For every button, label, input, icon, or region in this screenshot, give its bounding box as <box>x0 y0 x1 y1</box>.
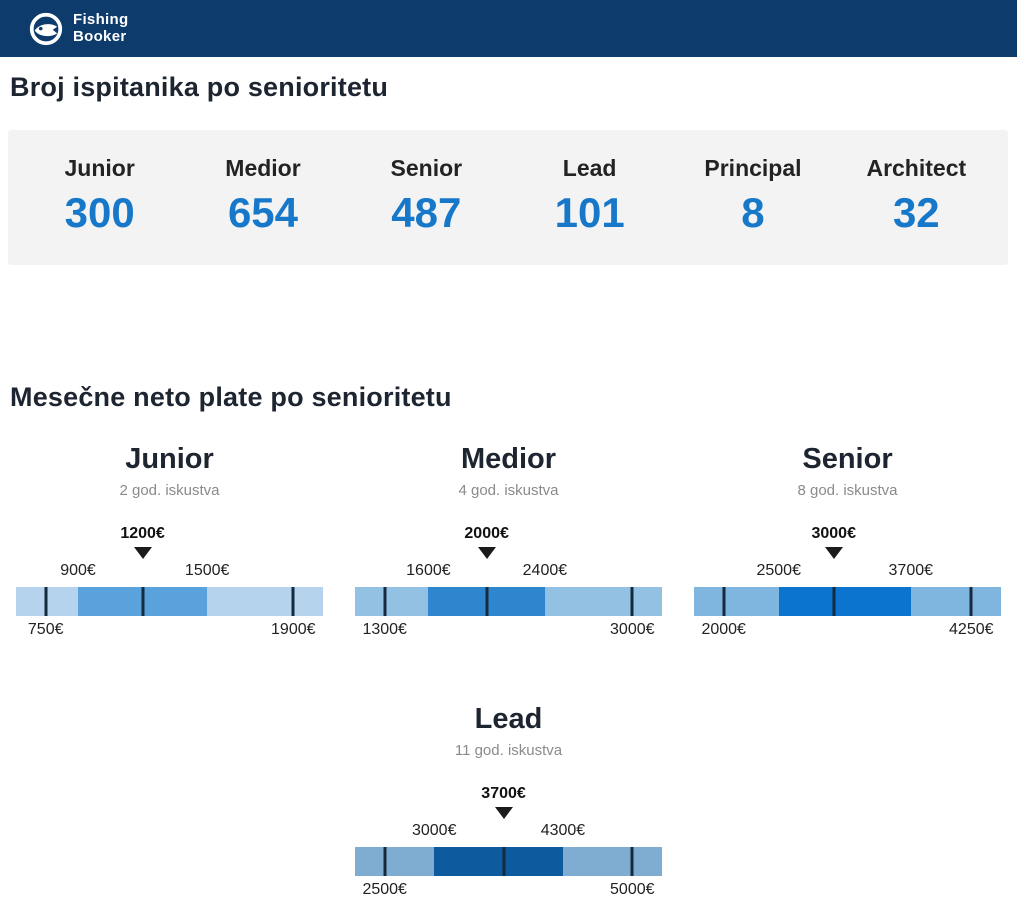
salary-range-plot: 3000€ 2500€ 3700€ 2000€ 4250€ <box>694 525 1001 643</box>
interquartile-segment <box>778 587 911 616</box>
band-segment-right <box>207 587 323 616</box>
median-tick <box>502 847 506 876</box>
min-tick <box>383 587 387 616</box>
min-tick <box>722 587 726 616</box>
min-value-label: 750€ <box>27 621 64 638</box>
stat-label: Principal <box>704 155 802 181</box>
median-arrow-icon <box>494 807 513 819</box>
brand-line-2: Booker <box>73 27 127 45</box>
chart-title: Lead <box>474 703 543 735</box>
salary-range-plot: 3700€ 3000€ 4300€ 2500€ 5000€ <box>355 785 662 903</box>
max-tick <box>630 587 634 616</box>
q3-value-label: 3700€ <box>888 562 934 579</box>
stat-tile-architect: Architect 32 <box>835 155 998 237</box>
median-arrow-icon <box>824 547 843 559</box>
respondents-title: Broj ispitanika po senioritetu <box>10 72 389 102</box>
header: Fishing Booker <box>0 0 1017 57</box>
salary-chart-junior: Junior 2 god. iskustva 1200€ 900€ 1500€ … <box>0 443 339 643</box>
q3-value-label: 4300€ <box>540 822 586 839</box>
stat-label: Medior <box>225 155 301 181</box>
salary-range-bar <box>16 587 323 616</box>
max-value-label: 1900€ <box>271 621 316 638</box>
chart-title: Medior <box>460 443 557 475</box>
stat-value: 654 <box>227 189 299 236</box>
stat-value: 300 <box>64 189 135 236</box>
band-segment-right <box>910 587 1001 616</box>
brand-text: Fishing Booker <box>73 11 129 45</box>
q1-value-label: 900€ <box>60 562 96 579</box>
salary-charts-row-2: Lead 11 god. iskustva 3700€ 3000€ 4300€ … <box>0 703 1017 903</box>
stat-label: Lead <box>562 155 617 181</box>
stat-tile-principal: Principal 8 <box>671 155 834 237</box>
brand-line-1: Fishing <box>73 11 129 29</box>
stat-value: 8 <box>741 189 765 236</box>
stat-tile-medior: Medior 654 <box>181 155 344 237</box>
chart-subtitle: 11 god. iskustva <box>454 742 563 759</box>
median-arrow-icon <box>133 547 152 559</box>
salaries-title: Mesečne neto plate po senioritetu <box>10 382 452 412</box>
fishingbooker-logo[interactable]: Fishing Booker <box>28 11 128 47</box>
min-tick <box>383 847 387 876</box>
chart-title: Junior <box>125 443 214 475</box>
min-value-label: 2500€ <box>362 881 407 898</box>
salary-range-plot: 2000€ 1600€ 2400€ 1300€ 3000€ <box>355 525 662 643</box>
chart-subtitle: 8 god. iskustva <box>797 482 898 499</box>
max-value-label: 5000€ <box>610 881 655 898</box>
band-segment-right <box>544 587 662 616</box>
chart-title: Senior <box>802 443 893 475</box>
q1-value-label: 2500€ <box>756 562 801 579</box>
median-arrow-icon <box>477 547 496 559</box>
interquartile-segment <box>434 847 563 876</box>
band-segment-left <box>355 587 429 616</box>
salary-range-bar <box>355 587 662 616</box>
stat-value: 32 <box>892 189 940 236</box>
median-value-label: 3700€ <box>481 785 526 802</box>
stat-value: 487 <box>391 189 462 236</box>
chart-subtitle: 4 god. iskustva <box>458 482 559 499</box>
salary-chart-medior: Medior 4 god. iskustva 2000€ 1600€ 2400€… <box>339 443 678 643</box>
fish-logo-icon <box>28 11 64 47</box>
min-tick <box>44 587 48 616</box>
respondents-panel: Junior 300 Medior 654 Senior 487 Lead 10… <box>8 130 1008 265</box>
salary-range-bar <box>694 587 1001 616</box>
stat-tile-lead: Lead 101 <box>508 155 671 237</box>
q3-value-label: 1500€ <box>184 562 230 579</box>
q1-value-label: 3000€ <box>411 822 457 839</box>
salary-chart-lead: Lead 11 god. iskustva 3700€ 3000€ 4300€ … <box>339 703 678 903</box>
salary-charts-row: Junior 2 god. iskustva 1200€ 900€ 1500€ … <box>0 443 1017 643</box>
median-value-label: 3000€ <box>811 525 856 542</box>
max-value-label: 3000€ <box>610 621 655 638</box>
band-segment-right <box>562 847 662 876</box>
stat-label: Junior <box>64 155 135 181</box>
median-tick <box>485 587 489 616</box>
stat-label: Senior <box>390 155 463 181</box>
stat-value: 101 <box>554 189 625 236</box>
stat-tile-junior: Junior 300 <box>18 155 181 237</box>
median-value-label: 1200€ <box>120 525 165 542</box>
max-tick <box>630 847 634 876</box>
median-tick <box>832 587 836 616</box>
band-segment-left <box>355 847 435 876</box>
band-segment-left <box>694 587 779 616</box>
salary-range-bar <box>355 847 662 876</box>
min-value-label: 2000€ <box>701 621 746 638</box>
max-tick <box>291 587 295 616</box>
median-tick <box>141 587 145 616</box>
stat-label: Architect <box>866 155 967 181</box>
min-value-label: 1300€ <box>362 621 407 638</box>
chart-subtitle: 2 god. iskustva <box>119 482 220 499</box>
salary-chart-senior: Senior 8 god. iskustva 3000€ 2500€ 3700€… <box>678 443 1017 643</box>
max-value-label: 4250€ <box>949 621 994 638</box>
salary-range-plot: 1200€ 900€ 1500€ 750€ 1900€ <box>16 525 323 643</box>
median-value-label: 2000€ <box>464 525 509 542</box>
q3-value-label: 2400€ <box>522 562 568 579</box>
q1-value-label: 1600€ <box>406 562 451 579</box>
stat-tile-senior: Senior 487 <box>345 155 508 237</box>
max-tick <box>969 587 973 616</box>
